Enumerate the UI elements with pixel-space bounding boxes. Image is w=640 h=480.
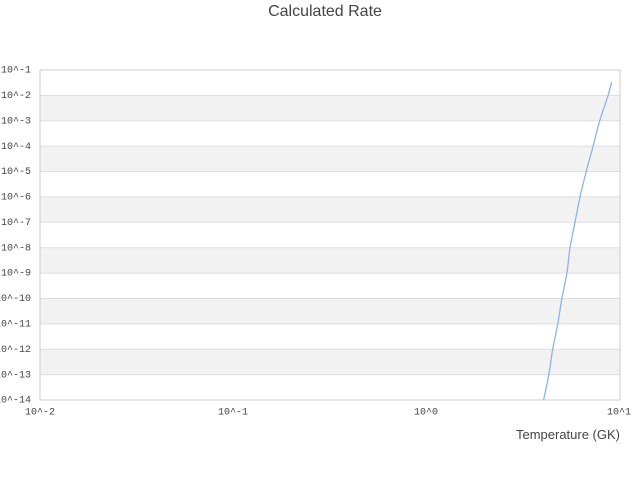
svg-text:10^-7: 10^-7 — [1, 218, 31, 229]
svg-text:10^1: 10^1 — [607, 408, 631, 419]
svg-text:10^-1: 10^-1 — [218, 408, 248, 419]
svg-text:10^-10: 10^-10 — [0, 294, 31, 305]
svg-text:10^-13: 10^-13 — [0, 370, 31, 381]
svg-text:10^-2: 10^-2 — [1, 91, 31, 102]
svg-text:10^-9: 10^-9 — [1, 269, 31, 280]
svg-text:10^-11: 10^-11 — [0, 319, 31, 330]
svg-text:10^-14: 10^-14 — [0, 396, 31, 407]
svg-text:Temperature (GK): Temperature (GK) — [516, 427, 620, 442]
svg-text:10^-4: 10^-4 — [1, 142, 31, 153]
svg-text:10^-6: 10^-6 — [1, 193, 31, 204]
svg-text:10^-2: 10^-2 — [25, 408, 55, 419]
svg-text:10^-12: 10^-12 — [0, 345, 31, 356]
svg-text:10^-3: 10^-3 — [1, 116, 31, 127]
svg-text:10^-1: 10^-1 — [1, 66, 31, 77]
svg-text:10^-8: 10^-8 — [1, 243, 31, 254]
svg-text:10^0: 10^0 — [414, 408, 438, 419]
svg-text:10^-5: 10^-5 — [1, 167, 31, 178]
